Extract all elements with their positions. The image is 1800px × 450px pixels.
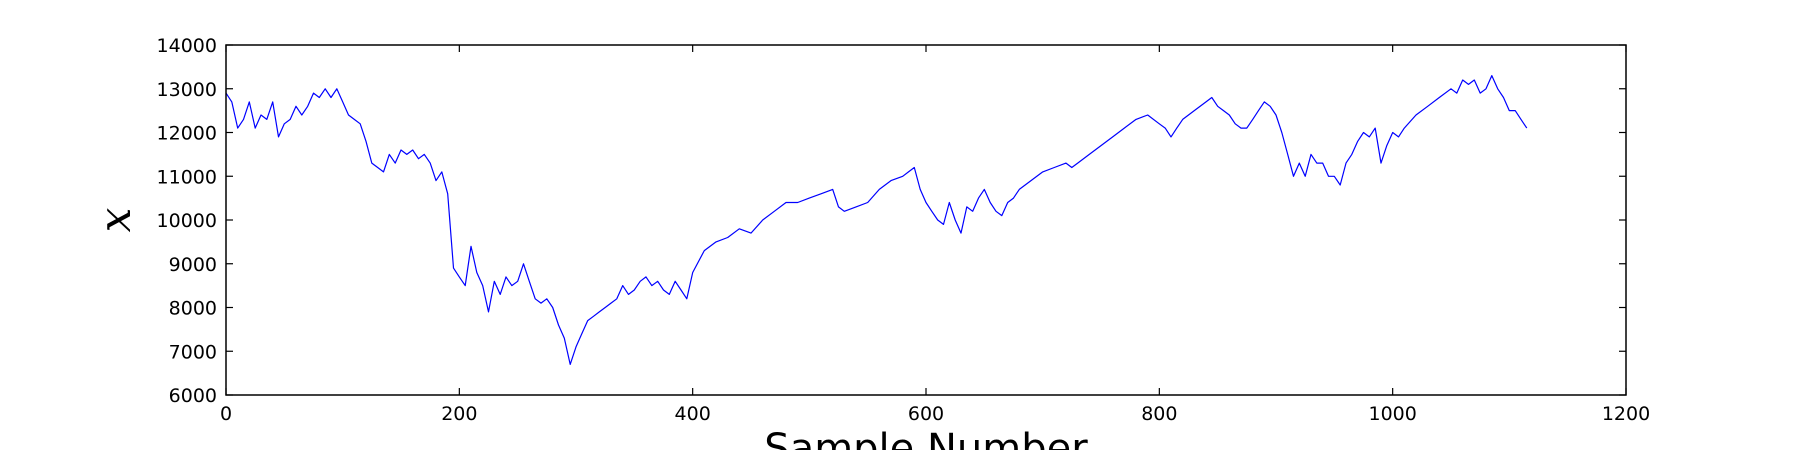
y-tick-label: 10000: [157, 210, 217, 232]
y-tick-label: 9000: [169, 254, 217, 276]
x-tick-label: 400: [675, 403, 711, 425]
x-tick-label: 200: [441, 403, 477, 425]
x-tick-label: 600: [908, 403, 944, 425]
y-tick-label: 13000: [157, 79, 217, 101]
plot-area-frame: [225, 44, 1627, 396]
y-tick-label: 12000: [157, 123, 217, 145]
x-tick-label: 1200: [1602, 403, 1650, 425]
y-tick-label: 8000: [169, 298, 217, 320]
y-tick-label: 6000: [169, 385, 217, 407]
x-axis-label: Sample Number: [764, 426, 1088, 450]
x-tick-label: 1000: [1368, 403, 1416, 425]
axis-ticks: 0 200 400 600 800 1000 1200 6000 7000 8000 9000 100…: [157, 35, 1651, 425]
y-tick-label: 14000: [157, 35, 217, 57]
x-tick-label: 800: [1141, 403, 1177, 425]
y-tick-label: 7000: [169, 341, 217, 363]
x-tick-label: 0: [220, 403, 232, 425]
series-line: [225, 75, 1528, 365]
y-axis-label: x: [90, 207, 141, 232]
y-tick-label: 11000: [157, 166, 217, 188]
